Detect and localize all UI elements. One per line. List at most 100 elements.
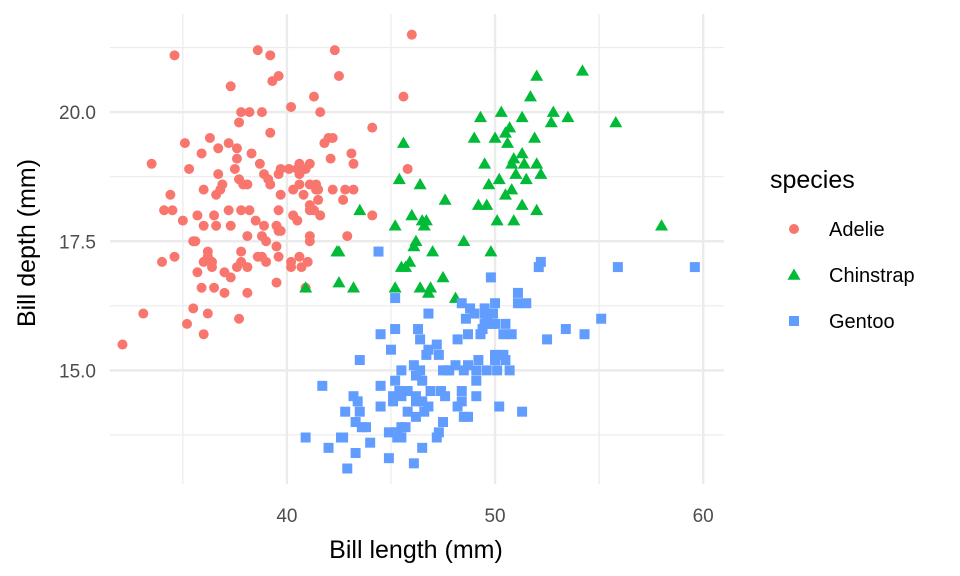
data-point-adelie bbox=[184, 163, 195, 174]
data-point-chinstrap bbox=[528, 131, 542, 143]
data-point-adelie bbox=[231, 153, 242, 164]
data-point-gentoo bbox=[383, 453, 394, 464]
data-point-chinstrap bbox=[530, 157, 544, 169]
data-point-adelie bbox=[273, 70, 284, 81]
x-tick-label: 40 bbox=[276, 506, 297, 527]
data-point-chinstrap bbox=[517, 157, 531, 169]
data-point-gentoo bbox=[338, 432, 349, 443]
legend-items: Adelie Chinstrap Gentoo bbox=[787, 219, 915, 333]
data-point-adelie bbox=[265, 179, 276, 190]
data-point-adelie bbox=[242, 262, 253, 273]
data-point-gentoo bbox=[479, 318, 490, 329]
data-point-chinstrap bbox=[494, 105, 508, 117]
data-point-gentoo bbox=[385, 344, 396, 355]
data-point-chinstrap bbox=[546, 105, 560, 117]
data-point-gentoo bbox=[365, 437, 376, 448]
data-point-gentoo bbox=[431, 432, 442, 443]
data-point-gentoo bbox=[317, 380, 328, 391]
data-point-gentoo bbox=[390, 324, 401, 335]
data-point-gentoo bbox=[458, 365, 469, 376]
data-point-chinstrap bbox=[473, 110, 487, 123]
data-point-gentoo bbox=[440, 391, 451, 402]
data-point-gentoo bbox=[423, 401, 434, 412]
data-point-adelie bbox=[242, 179, 253, 190]
y-tick-label: 15.0 bbox=[59, 361, 96, 382]
data-point-gentoo bbox=[408, 360, 419, 371]
data-point-gentoo bbox=[490, 355, 501, 366]
data-point-gentoo bbox=[375, 329, 386, 340]
legend-item-adelie: Adelie bbox=[789, 219, 885, 241]
data-point-adelie bbox=[294, 251, 305, 262]
data-point-adelie bbox=[275, 225, 286, 236]
data-point-gentoo bbox=[498, 329, 509, 340]
data-point-chinstrap bbox=[482, 177, 496, 190]
data-point-gentoo bbox=[506, 329, 517, 340]
data-point-adelie bbox=[275, 163, 286, 174]
data-point-adelie bbox=[271, 241, 282, 252]
data-point-gentoo bbox=[415, 365, 426, 376]
data-point-chinstrap bbox=[405, 208, 419, 221]
data-point-adelie bbox=[206, 256, 217, 267]
data-point-gentoo bbox=[410, 370, 421, 381]
data-point-adelie bbox=[198, 184, 209, 195]
data-point-chinstrap bbox=[507, 214, 521, 226]
data-point-gentoo bbox=[481, 365, 492, 376]
data-point-gentoo bbox=[460, 313, 471, 324]
data-point-adelie bbox=[402, 163, 413, 174]
data-point-adelie bbox=[275, 189, 286, 200]
data-point-gentoo bbox=[354, 406, 365, 417]
data-point-gentoo bbox=[354, 355, 365, 366]
data-point-gentoo bbox=[452, 334, 463, 345]
data-point-gentoo bbox=[494, 401, 505, 412]
data-point-adelie bbox=[117, 339, 128, 350]
data-point-gentoo bbox=[462, 329, 473, 340]
data-point-adelie bbox=[198, 220, 209, 231]
data-point-gentoo bbox=[471, 365, 482, 376]
data-point-gentoo bbox=[452, 401, 463, 412]
data-point-adelie bbox=[265, 127, 276, 138]
data-point-adelie bbox=[315, 210, 326, 221]
data-point-adelie bbox=[236, 246, 247, 257]
data-point-adelie bbox=[273, 205, 284, 216]
data-point-gentoo bbox=[410, 391, 421, 402]
data-point-chinstrap bbox=[419, 214, 433, 226]
data-point-chinstrap bbox=[501, 136, 515, 148]
y-tick-label: 20.0 bbox=[59, 103, 96, 124]
data-point-adelie bbox=[188, 303, 199, 314]
data-point-chinstrap bbox=[480, 198, 494, 210]
data-point-gentoo bbox=[423, 344, 434, 355]
data-point-adelie bbox=[157, 256, 168, 267]
data-point-adelie bbox=[236, 205, 247, 216]
data-point-chinstrap bbox=[490, 214, 504, 226]
data-point-chinstrap bbox=[436, 270, 450, 283]
data-point-chinstrap bbox=[403, 255, 417, 267]
data-point-gentoo bbox=[350, 417, 361, 428]
data-point-adelie bbox=[308, 91, 319, 102]
data-point-gentoo bbox=[438, 417, 449, 428]
data-point-chinstrap bbox=[426, 245, 440, 257]
legend-item-chinstrap: Chinstrap bbox=[787, 265, 915, 287]
data-point-gentoo bbox=[456, 298, 467, 309]
data-point-gentoo bbox=[487, 308, 498, 319]
data-point-gentoo bbox=[512, 298, 523, 309]
data-point-adelie bbox=[209, 210, 220, 221]
data-point-adelie bbox=[273, 251, 284, 262]
data-point-adelie bbox=[167, 205, 178, 216]
data-point-chinstrap bbox=[515, 198, 529, 210]
legend-key-chinstrap bbox=[787, 268, 801, 280]
data-point-chinstrap bbox=[332, 245, 346, 257]
data-point-adelie bbox=[242, 287, 253, 298]
data-point-adelie bbox=[202, 308, 213, 319]
data-point-gentoo bbox=[390, 375, 401, 386]
data-point-adelie bbox=[182, 318, 193, 329]
data-point-gentoo bbox=[490, 349, 501, 360]
data-point-gentoo bbox=[490, 298, 501, 309]
y-axis-ticks: 15.0 17.5 20.0 bbox=[59, 103, 96, 382]
series-adelie bbox=[117, 29, 417, 350]
data-point-gentoo bbox=[465, 303, 476, 314]
data-point-chinstrap bbox=[492, 172, 506, 185]
data-point-gentoo bbox=[485, 272, 496, 283]
data-point-adelie bbox=[348, 158, 359, 169]
data-point-adelie bbox=[192, 210, 203, 221]
data-point-adelie bbox=[179, 138, 190, 149]
